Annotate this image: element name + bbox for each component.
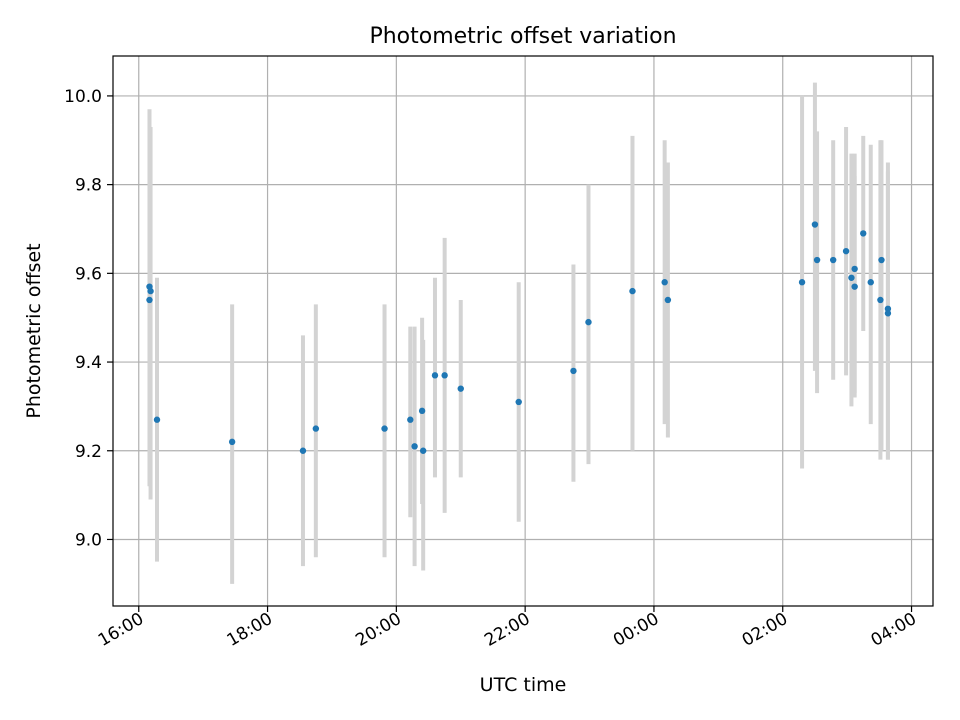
y-axis-label: Photometric offset bbox=[23, 243, 45, 418]
data-point bbox=[661, 279, 668, 286]
data-point bbox=[457, 385, 464, 392]
chart-title: Photometric offset variation bbox=[369, 24, 676, 49]
data-point bbox=[851, 265, 858, 273]
x-tick-label: 16:00 bbox=[95, 609, 147, 651]
data-point bbox=[153, 416, 161, 423]
data-point bbox=[829, 256, 837, 264]
data-point bbox=[848, 274, 855, 281]
data-point bbox=[431, 372, 439, 379]
data-point bbox=[664, 296, 672, 304]
y-tick-label: 9.6 bbox=[75, 264, 102, 284]
x-axis-ticks: 16:00 18:00 20:00 22:00 00:00 02:00 04:00 bbox=[95, 606, 920, 651]
y-tick-label: 9.4 bbox=[75, 353, 102, 373]
x-tick-label: 22:00 bbox=[481, 609, 533, 651]
data-point bbox=[411, 443, 418, 450]
plot-area-frame bbox=[112, 55, 934, 607]
y-tick-label: 9.2 bbox=[75, 442, 102, 462]
x-tick-label: 00:00 bbox=[610, 609, 662, 651]
data-point bbox=[851, 283, 858, 290]
data-point bbox=[629, 287, 636, 295]
data-point bbox=[884, 310, 892, 317]
data-point bbox=[860, 230, 867, 237]
data-point bbox=[228, 438, 236, 446]
y-tick-label: 10.0 bbox=[64, 87, 102, 107]
data-point bbox=[884, 305, 892, 313]
data-points bbox=[146, 221, 892, 454]
x-tick-label: 04:00 bbox=[868, 609, 920, 651]
data-point bbox=[515, 398, 522, 406]
y-tick-label: 9.8 bbox=[75, 176, 102, 196]
data-point bbox=[813, 256, 821, 264]
data-point bbox=[842, 247, 850, 255]
data-point bbox=[299, 447, 307, 454]
data-point bbox=[312, 425, 320, 432]
data-point bbox=[585, 318, 592, 326]
x-axis-label: UTC time bbox=[480, 674, 567, 696]
data-point bbox=[147, 287, 154, 295]
data-point bbox=[811, 221, 819, 228]
data-point bbox=[877, 296, 884, 304]
data-point bbox=[798, 279, 806, 286]
data-point bbox=[407, 416, 414, 423]
data-point bbox=[441, 372, 448, 379]
data-point bbox=[867, 279, 874, 286]
data-point bbox=[418, 407, 426, 415]
grid-lines bbox=[113, 56, 933, 606]
error-bars bbox=[147, 82, 890, 584]
x-tick-label: 02:00 bbox=[739, 609, 791, 651]
x-tick-label: 18:00 bbox=[224, 609, 276, 651]
x-tick-label: 20:00 bbox=[352, 609, 404, 651]
data-point bbox=[146, 296, 153, 304]
data-point bbox=[878, 256, 885, 264]
data-point bbox=[419, 447, 427, 454]
data-point bbox=[381, 425, 388, 432]
data-point bbox=[570, 367, 577, 375]
y-axis-ticks: 9.0 9.2 9.4 9.6 9.8 10.0 bbox=[64, 87, 113, 550]
y-tick-label: 9.0 bbox=[75, 530, 102, 550]
